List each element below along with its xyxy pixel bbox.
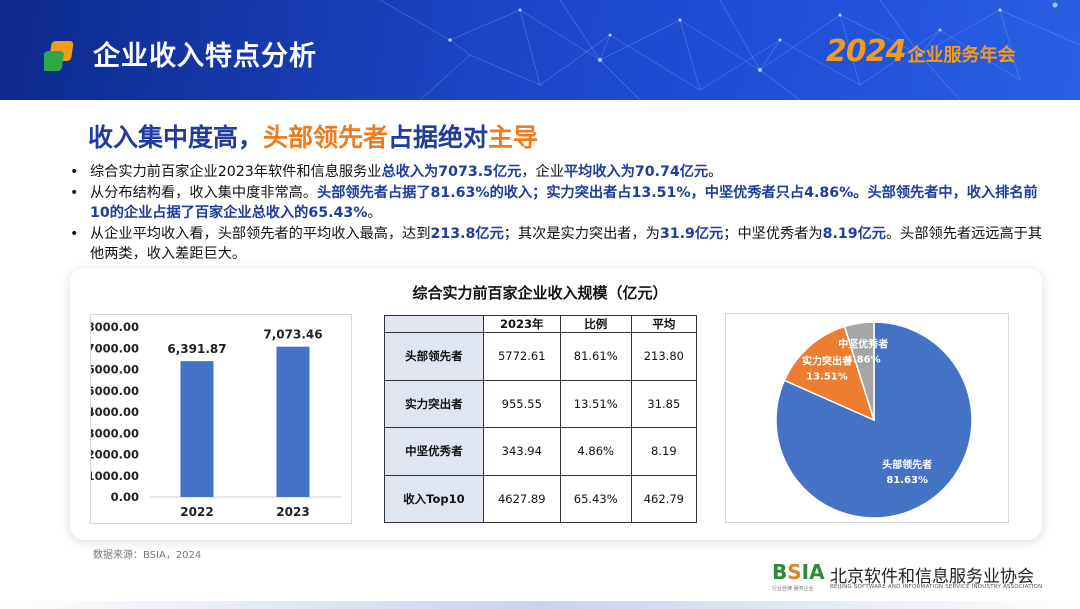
table-cell: 213.80	[630, 332, 698, 381]
pie-slice-pct: 81.63%	[886, 475, 928, 486]
association-name-en: BEIJING SOFTWARE AND INFORMATION SERVICE…	[830, 584, 1043, 590]
pie-slice-0	[775, 321, 973, 519]
brand-year: 2024	[826, 34, 906, 69]
bullet-item: • 从分布结构看，收入集中度非常高。头部领先者占据了81.63%的收入；实力突出者…	[68, 183, 1053, 223]
table-cell: 5772.61	[482, 332, 561, 381]
bar-2022	[180, 361, 214, 497]
y-tick-label: 2000.00	[91, 448, 139, 462]
table-corner	[384, 315, 484, 333]
table-col-header: 2023年	[482, 315, 561, 333]
table-cell: 462.79	[630, 474, 698, 523]
association-logo: BSIA 行业自律 服务企业 北京软件和信息服务业协会 BEIJING SOFT…	[772, 560, 1042, 596]
bullet-text: ；其次是实力突出者，为	[503, 226, 660, 242]
y-tick-label: 3000.00	[91, 426, 139, 440]
table-cell: 81.61%	[559, 332, 632, 381]
pie-slice-label: 实力突出者	[802, 354, 852, 367]
table-cell: 13.51%	[559, 379, 632, 428]
table-cell: 31.85	[630, 379, 698, 428]
bsia-ia: IA	[801, 560, 825, 584]
headline-part4: 主导	[488, 123, 539, 152]
bar-data-label: 7,073.46	[263, 328, 322, 342]
pie-slice-pct: 4.86%	[846, 354, 881, 365]
table-row-label: 头部领先者	[384, 332, 484, 381]
bullet-dot: •	[70, 164, 79, 180]
page-title: 企业收入特点分析	[93, 41, 317, 72]
association-name-cn: 北京软件和信息服务业协会	[830, 567, 1034, 587]
bullet-dot: •	[70, 185, 79, 201]
bullet-item: • 综合实力前百家企业2023年软件和信息服务业总收入为7073.5亿元，企业平均…	[68, 162, 1053, 182]
table-row-label: 中坚优秀者	[384, 427, 484, 476]
bullet-text: 。头部领先者远远高于其他两类，收入差距巨大。	[90, 226, 1043, 262]
revenue-table: 2023年 比例 平均 头部领先者 5772.61 81.61% 213.80 …	[384, 315, 698, 523]
table-row: 头部领先者 5772.61 81.61% 213.80	[384, 332, 698, 381]
bar-2023	[276, 346, 310, 497]
y-tick-label: 0.00	[111, 490, 139, 504]
bullet-item: • 从企业平均收入看，头部领先者的平均收入最高，达到213.8亿元；其次是实力突出…	[68, 224, 1053, 264]
bullet-list: • 综合实力前百家企业2023年软件和信息服务业总收入为7073.5亿元，企业平均…	[68, 162, 1053, 265]
pie-slice-label: 头部领先者	[882, 458, 932, 471]
y-tick-label: 8000.00	[91, 320, 139, 334]
pie-chart-svg: 头部领先者 81.63% 实力突出者 13.51% 中坚优秀者 4.86%	[775, 321, 973, 519]
table-cell: 4627.89	[482, 474, 561, 523]
y-tick-label: 5000.00	[91, 384, 139, 398]
table-row: 中坚优秀者 343.94 4.86% 8.19	[384, 427, 698, 476]
bullet-text: 从企业平均收入看，头部领先者的平均收入最高，达到	[90, 226, 431, 242]
table-cell: 65.43%	[559, 474, 632, 523]
table-cell: 4.86%	[559, 427, 632, 476]
table-row-label: 收入Top10	[384, 474, 484, 523]
header-banner: 企业收入特点分析 2024 企业服务年会	[0, 0, 1080, 100]
bar-chart: 0.00 1000.00 2000.00 3000.00 4000.00 5000.00 6…	[90, 314, 352, 524]
y-tick-label: 1000.00	[91, 469, 139, 483]
table-col-header: 平均	[630, 315, 698, 333]
table-row-label: 实力突出者	[384, 379, 484, 428]
y-tick-label: 7000.00	[91, 341, 139, 355]
table-row: 实力突出者 955.55 13.51% 31.85	[384, 379, 698, 428]
bar-data-label: 6,391.87	[167, 342, 226, 356]
chart-title: 综合实力前百家企业收入规模（亿元）	[412, 284, 668, 302]
bsia-s: S	[787, 560, 802, 584]
association-tagline: 行业自律 服务企业	[772, 586, 814, 592]
table-cell: 955.55	[482, 379, 561, 428]
bsia-logo: BSIA	[772, 560, 825, 584]
bullet-text: 。	[708, 164, 723, 180]
event-brand: 2024 企业服务年会	[826, 34, 1016, 74]
bullet-highlight: 8.19亿元	[822, 226, 886, 242]
bottom-accent-bar	[0, 601, 1080, 609]
bullet-dot: •	[70, 226, 79, 242]
bullet-text: ；中坚优秀者为	[723, 226, 823, 242]
network-pattern	[379, 0, 1080, 100]
bullet-highlight: 213.8亿元	[430, 226, 504, 242]
y-tick-label: 6000.00	[91, 363, 139, 377]
bullet-text: ，企业	[521, 164, 564, 180]
pie-slice-label: 中坚优秀者	[838, 337, 888, 350]
bullet-highlight: 平均收入为70.74亿元	[563, 164, 709, 180]
bar-chart-svg: 0.00 1000.00 2000.00 3000.00 4000.00 5000.00 6…	[91, 320, 341, 519]
table-row: 收入Top10 4627.89 65.43% 462.79	[384, 474, 698, 523]
bullet-highlight: 31.9亿元	[659, 226, 724, 242]
bullet-text: 从分布结构看，收入集中度非常高。	[90, 185, 318, 201]
data-source-note: 数据来源：BSIA，2024	[93, 550, 202, 561]
headline-part2: 头部领先者	[263, 123, 389, 152]
bullet-text: 综合实力前百家企业2023年软件和信息服务业	[90, 164, 382, 180]
table-cell: 343.94	[482, 427, 561, 476]
headline-part1: 收入集中度高，	[88, 123, 264, 152]
pie-chart: 头部领先者 81.63% 实力突出者 13.51% 中坚优秀者 4.86%	[725, 313, 1009, 523]
pie-slice-pct: 13.51%	[806, 371, 848, 382]
x-tick-label: 2023	[276, 505, 309, 519]
table-col-header: 比例	[559, 315, 632, 333]
bullet-highlight: 总收入为7073.5亿元	[381, 164, 522, 180]
table-cell: 8.19	[630, 427, 698, 476]
headline-part3: 占据绝对	[388, 123, 489, 152]
bullet-highlight: 头部领先者占据了81.63%的收入；实力突出者占13.51%，中坚优秀者只占4.…	[90, 185, 1038, 221]
pie-slice-2	[843, 321, 875, 421]
section-logo-icon	[44, 41, 74, 71]
brand-name: 企业服务年会	[907, 45, 1016, 66]
y-tick-label: 4000.00	[91, 405, 139, 419]
slide-headline: 收入集中度高，头部领先者占据绝对主导	[88, 118, 538, 154]
x-tick-label: 2022	[180, 505, 213, 519]
bullet-text: 。	[367, 205, 382, 221]
table-header-row: 2023年 比例 平均	[384, 315, 698, 333]
bsia-b: B	[772, 560, 788, 584]
